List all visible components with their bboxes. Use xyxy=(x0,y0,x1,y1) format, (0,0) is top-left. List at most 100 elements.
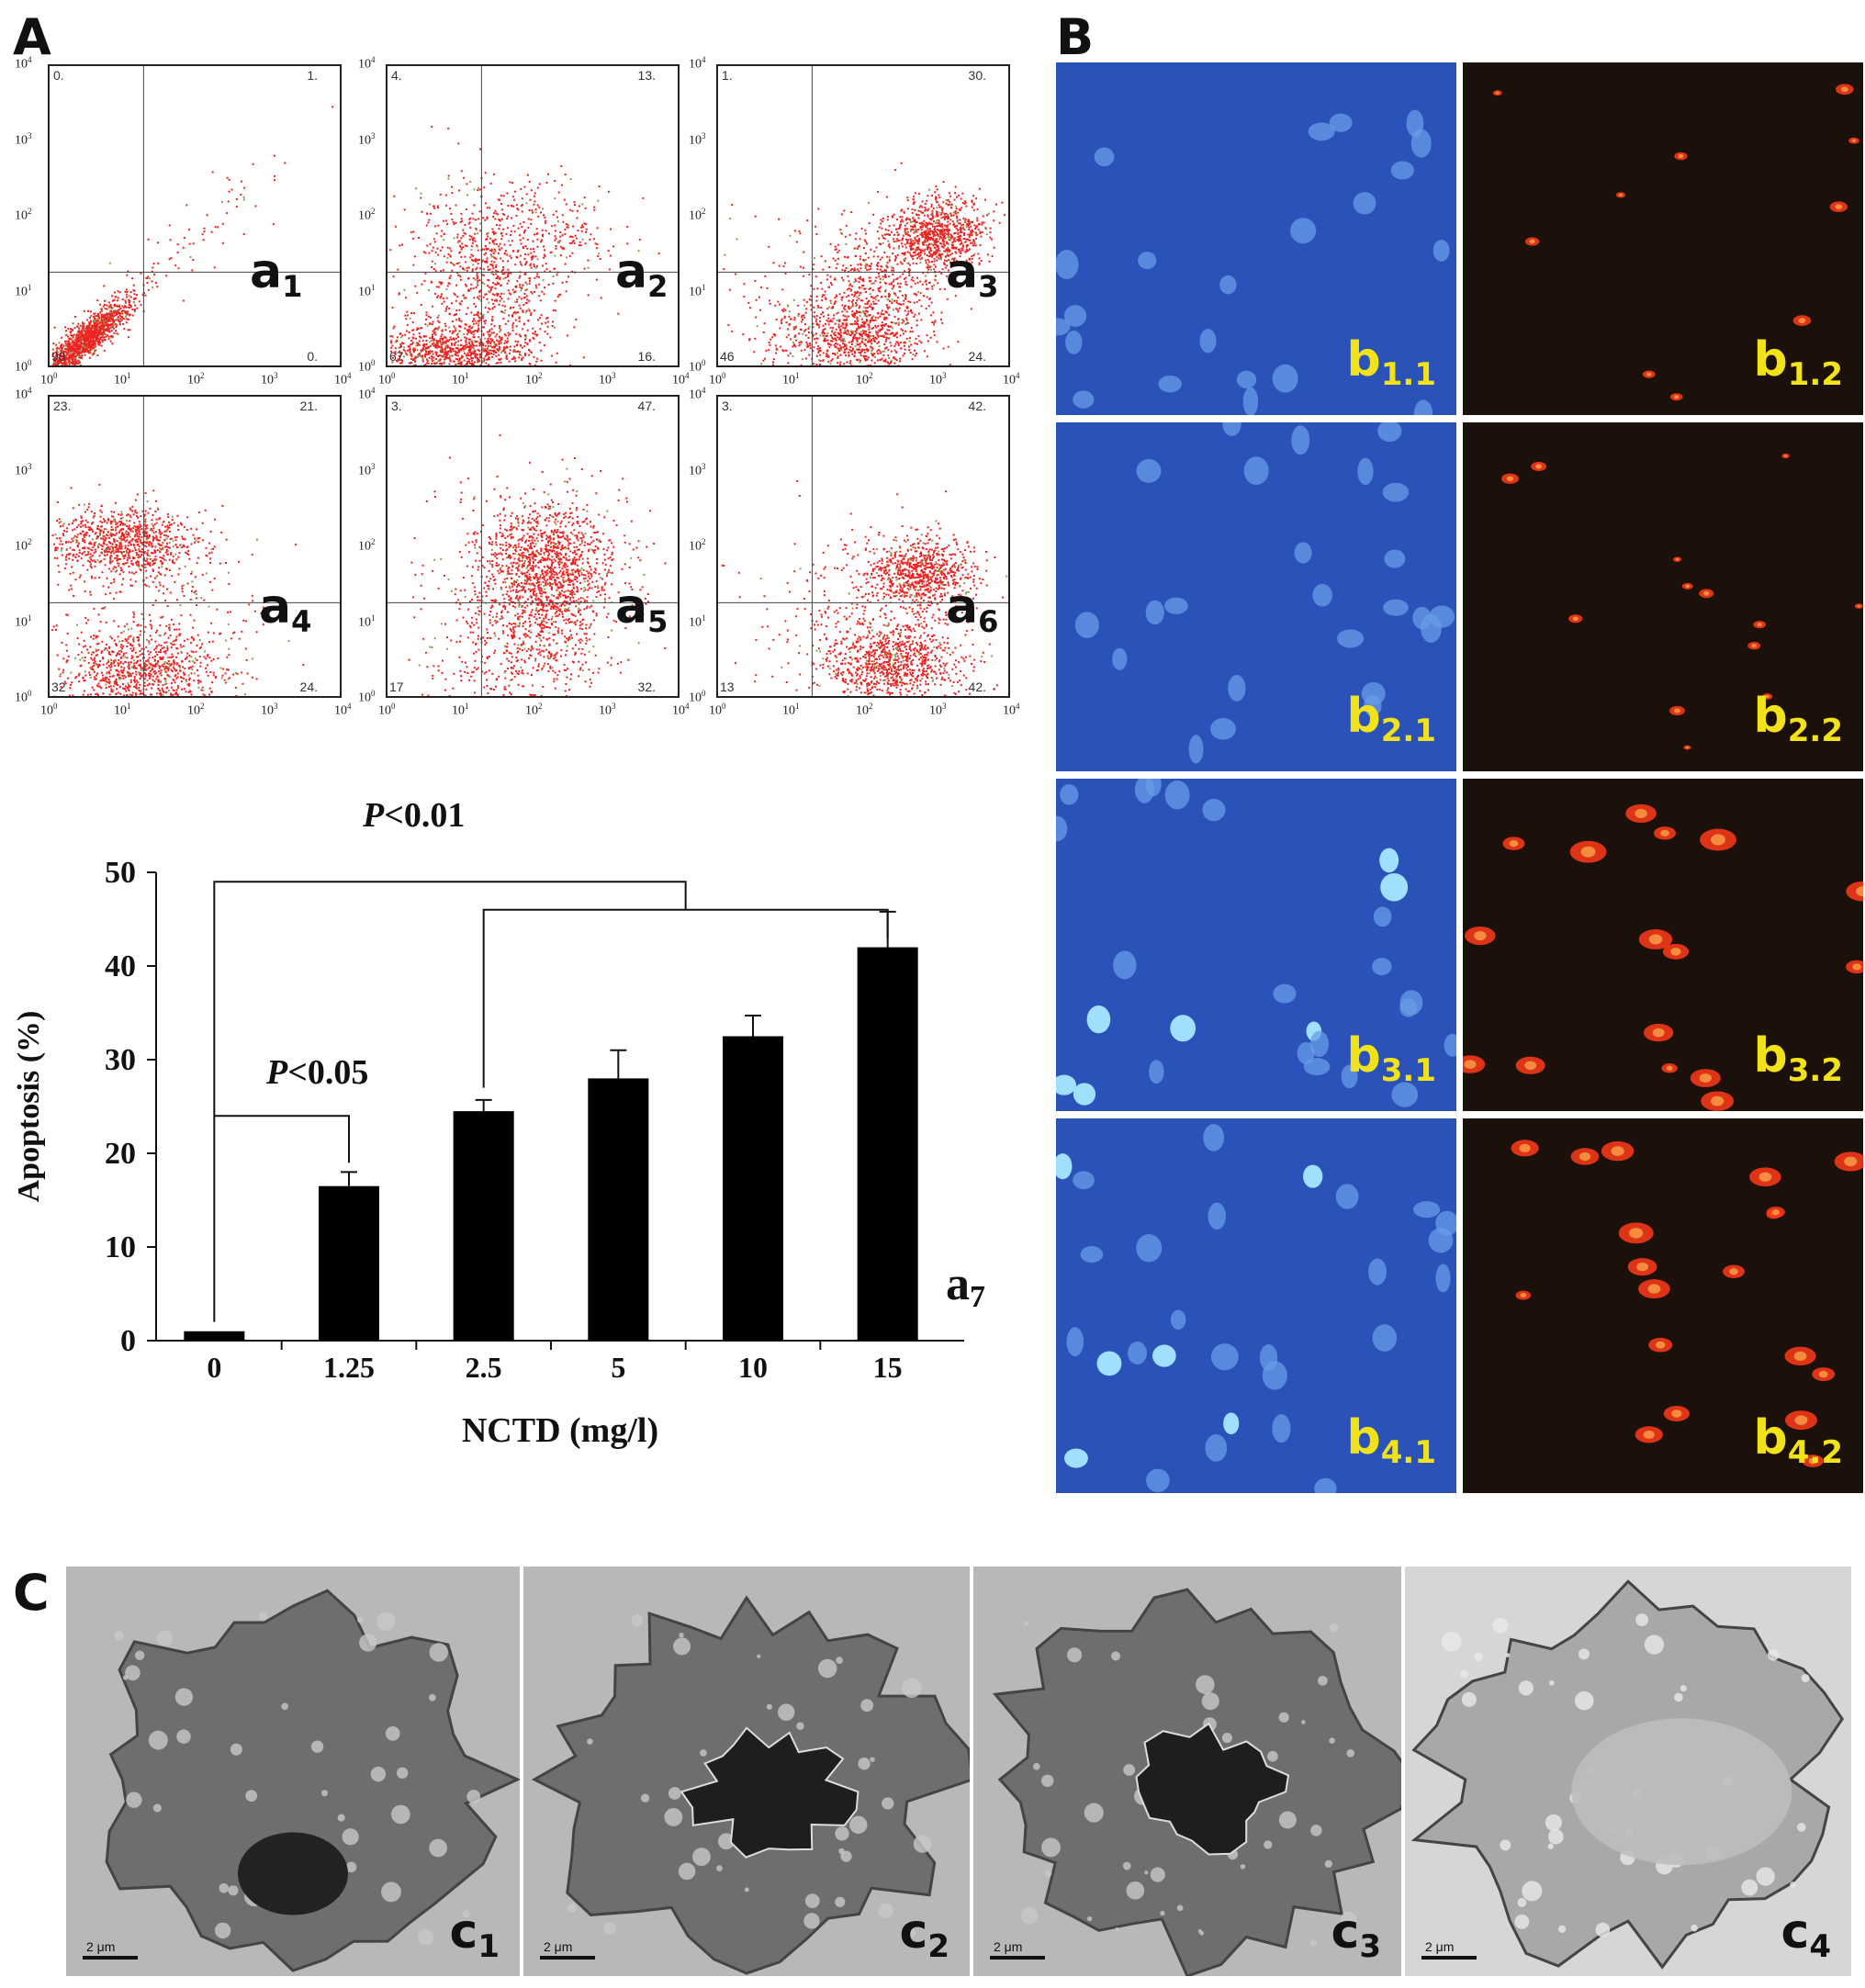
fluorescence-label: b1.2 xyxy=(1754,336,1843,390)
tick-exponent: 3 xyxy=(28,461,32,471)
tick-base: 10 xyxy=(689,539,702,554)
flow-plot-area xyxy=(716,64,1010,367)
quadrant-value-ll: 17 xyxy=(389,680,404,694)
tick-base: 10 xyxy=(15,539,28,554)
tick-base: 10 xyxy=(15,615,28,630)
fluorescence-label-letter: b xyxy=(1753,1410,1788,1466)
tick-exponent: 1 xyxy=(371,612,376,623)
tick-exponent: 0 xyxy=(702,358,706,367)
fluorescence-label-letter: b xyxy=(1346,1028,1381,1084)
tick-base: 10 xyxy=(40,703,53,718)
x-axis-tick-label: 103 xyxy=(261,371,278,388)
fluorescence-label: b3.2 xyxy=(1754,1032,1843,1086)
y-axis-tick-label: 103 xyxy=(689,131,706,149)
tick-base: 10 xyxy=(358,464,371,478)
quadrant-value-ul: 1. xyxy=(722,68,733,83)
quadrant-value-ul: 3. xyxy=(391,399,402,413)
annotation-p005-p: P xyxy=(265,1053,288,1092)
x-axis-tick-label: 100 xyxy=(40,371,58,388)
quadrant-value-ll: 32 xyxy=(51,680,66,694)
fluorescence-cells-svg xyxy=(1511,1140,1863,1467)
fluorescence-label: b2.2 xyxy=(1754,692,1843,747)
tem-label-subscript: 4 xyxy=(1809,1928,1831,1965)
tick-base: 10 xyxy=(358,539,371,554)
quadrant-value-ll: 67 xyxy=(389,349,404,364)
tick-base: 10 xyxy=(689,285,702,299)
tick-base: 10 xyxy=(689,691,702,705)
fluorescence-panel-3.1: b3.1 xyxy=(1056,779,1456,1111)
chart-panel-subscript: 7 xyxy=(970,1280,985,1314)
tick-exponent: 2 xyxy=(200,371,205,380)
y-axis-tick-label: 100 xyxy=(689,689,706,706)
tick-base: 10 xyxy=(15,208,28,223)
flow-plot-area xyxy=(48,64,342,367)
fluorescence-cells-svg xyxy=(1056,779,1456,1107)
tem-label: c3 xyxy=(1331,1908,1382,1962)
tick-exponent: 2 xyxy=(371,537,376,546)
scale-bar: 2 μm xyxy=(540,1937,604,1960)
y-axis-tick-label: 100 xyxy=(689,358,706,376)
quadrant-value-ll: 46 xyxy=(720,349,735,364)
quadrant-value-lr: 16. xyxy=(637,349,656,364)
fluorescence-cells-svg xyxy=(1492,84,1859,401)
flow-panel-label: a4 xyxy=(259,583,311,636)
fluorescence-panel-3.2: b3.2 xyxy=(1463,779,1863,1111)
y-tick-label: 30 xyxy=(105,1043,136,1077)
tick-exponent: 3 xyxy=(702,130,706,140)
x-axis-tick-label: 103 xyxy=(599,702,616,719)
tem-label-letter: c xyxy=(1781,1904,1810,1960)
tem-panel-1: 2 μm c1 xyxy=(66,1567,520,1976)
annotation-p001: P<0.01 xyxy=(362,799,465,835)
quadrant-value-ur: 1. xyxy=(307,68,318,83)
y-axis-tick-label: 103 xyxy=(15,131,32,149)
tick-base: 10 xyxy=(689,208,702,223)
tick-base: 10 xyxy=(358,133,371,148)
flow-panel-label: a2 xyxy=(615,248,668,301)
tick-exponent: 1 xyxy=(127,371,131,380)
tick-exponent: 0 xyxy=(371,689,376,698)
fluorescence-label-subscript: 3.1 xyxy=(1380,1052,1436,1089)
tem-label-subscript: 2 xyxy=(927,1928,949,1965)
y-tick-label: 20 xyxy=(105,1137,136,1171)
tick-base: 10 xyxy=(261,373,274,387)
fluorescence-label-subscript: 3.2 xyxy=(1787,1052,1843,1089)
y-axis-tick-label: 102 xyxy=(689,207,706,224)
tick-exponent: 4 xyxy=(702,55,706,64)
tick-base: 10 xyxy=(689,57,702,72)
bracket-p001-outer xyxy=(213,881,687,1322)
panel-label-b: B xyxy=(1056,8,1095,66)
tick-base: 10 xyxy=(525,373,538,387)
tick-exponent: 1 xyxy=(465,702,469,711)
flow-panel-2: 4. 13. 67 16. a2 100 101 102 103 104 100 101 102 103 1… xyxy=(358,55,690,387)
tick-base: 10 xyxy=(689,615,702,630)
flow-panel-label-letter: a xyxy=(250,244,283,299)
y-tick-label: 10 xyxy=(105,1230,136,1264)
y-axis-label: Apoptosis (%) xyxy=(12,1011,46,1203)
tick-exponent: 2 xyxy=(869,702,873,711)
tick-base: 10 xyxy=(358,387,371,402)
tick-exponent: 0 xyxy=(53,702,58,711)
scale-bar-line xyxy=(990,1956,1045,1960)
y-tick-label: 50 xyxy=(105,856,136,890)
tick-base: 10 xyxy=(782,703,795,718)
tem-label: c4 xyxy=(1781,1908,1832,1962)
quadrant-value-ul: 4. xyxy=(391,68,402,83)
tick-exponent: 4 xyxy=(685,702,690,711)
tick-exponent: 3 xyxy=(274,702,278,711)
y-tick-label: 0 xyxy=(120,1324,136,1358)
flow-panel-label: a1 xyxy=(250,248,302,301)
tick-exponent: 3 xyxy=(274,371,278,380)
fluorescence-panel-4.1: b4.1 xyxy=(1056,1118,1456,1493)
flow-panel-label: a3 xyxy=(946,248,998,301)
tick-base: 10 xyxy=(261,703,274,718)
flow-panel-label-letter: a xyxy=(259,579,292,635)
quadrant-value-ur: 47. xyxy=(637,399,656,413)
x-axis-tick-label: 100 xyxy=(709,702,726,719)
quadrant-value-lr: 24. xyxy=(299,680,318,694)
fluorescence-panel-2.2: b2.2 xyxy=(1463,422,1863,771)
quadrant-value-lr: 42. xyxy=(968,680,986,694)
fluorescence-panel-4.2: b4.2 xyxy=(1463,1118,1863,1493)
flow-panel-label-letter: a xyxy=(615,579,648,635)
bracket-p001-inner xyxy=(482,908,889,1088)
tick-exponent: 0 xyxy=(28,689,32,698)
